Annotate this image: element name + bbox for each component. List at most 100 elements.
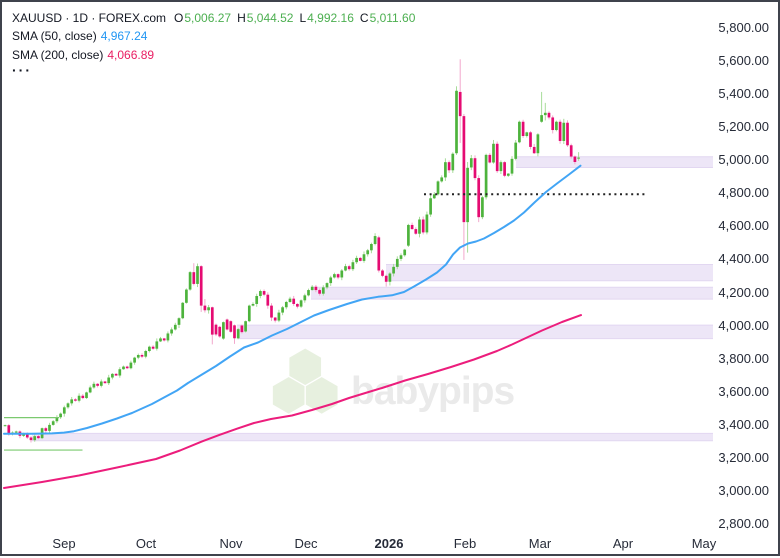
candle-body[interactable] <box>340 270 344 278</box>
candle-body[interactable] <box>477 178 481 218</box>
candle-body[interactable] <box>181 302 185 319</box>
candle-body[interactable] <box>351 262 355 270</box>
candle-body[interactable] <box>344 266 347 271</box>
candle-body[interactable] <box>281 307 284 313</box>
candle-body[interactable] <box>166 333 170 341</box>
candle-body[interactable] <box>384 275 388 282</box>
candle-body[interactable] <box>129 362 133 369</box>
candle-body[interactable] <box>173 324 177 330</box>
candle-body[interactable] <box>358 257 362 261</box>
sma200-line[interactable] <box>3 314 582 489</box>
candle-body[interactable] <box>521 121 525 136</box>
candle-body[interactable] <box>107 377 111 384</box>
candle-wick[interactable] <box>544 102 546 121</box>
candle-body[interactable] <box>407 224 410 246</box>
candle-body[interactable] <box>59 413 62 418</box>
candle-body[interactable] <box>74 399 77 401</box>
candle-body[interactable] <box>484 154 488 198</box>
candle-body[interactable] <box>577 157 580 159</box>
candle-body[interactable] <box>51 421 55 425</box>
candle-body[interactable] <box>488 154 492 163</box>
candle-body[interactable] <box>307 290 310 296</box>
candle-body[interactable] <box>225 319 229 330</box>
candle-body[interactable] <box>543 112 547 116</box>
candle-body[interactable] <box>70 399 74 404</box>
candle-body[interactable] <box>296 303 299 307</box>
candle-body[interactable] <box>540 115 543 122</box>
candle-body[interactable] <box>3 425 7 427</box>
candle-body[interactable] <box>333 274 336 278</box>
candle-body[interactable] <box>299 300 303 307</box>
candle-body[interactable] <box>236 329 240 339</box>
candle-body[interactable] <box>569 145 573 157</box>
candle-body[interactable] <box>551 117 555 131</box>
candle-body[interactable] <box>325 283 329 288</box>
candle-body[interactable] <box>251 303 255 306</box>
candle-body[interactable] <box>170 329 173 334</box>
sma50-line[interactable] <box>3 164 582 435</box>
candle-body[interactable] <box>284 301 288 308</box>
candle-body[interactable] <box>288 298 292 302</box>
candle-body[interactable] <box>573 156 577 163</box>
candle-body[interactable] <box>462 116 466 223</box>
candle-body[interactable] <box>381 270 384 276</box>
candle-body[interactable] <box>196 266 199 284</box>
candle-body[interactable] <box>203 305 207 311</box>
candle-body[interactable] <box>255 296 259 304</box>
candle-body[interactable] <box>266 294 270 306</box>
zone-band[interactable] <box>516 156 713 168</box>
zone-band[interactable] <box>311 287 713 300</box>
candle-body[interactable] <box>133 357 136 363</box>
candle-body[interactable] <box>321 287 325 294</box>
candle-body[interactable] <box>96 383 99 386</box>
candle-body[interactable] <box>188 272 192 290</box>
candle-body[interactable] <box>240 325 244 333</box>
symbol-title[interactable]: XAUUSD · 1D · FOREX.com <box>12 10 167 25</box>
candle-body[interactable] <box>66 403 70 408</box>
zone-band[interactable] <box>386 264 713 281</box>
candle-body[interactable] <box>403 249 407 256</box>
candle-body[interactable] <box>532 146 536 154</box>
candle-body[interactable] <box>373 236 377 245</box>
candle-body[interactable] <box>440 177 444 182</box>
candle-body[interactable] <box>85 392 88 399</box>
candle-body[interactable] <box>447 162 451 171</box>
candle-body[interactable] <box>314 286 318 291</box>
candle-body[interactable] <box>499 162 503 172</box>
candle-body[interactable] <box>525 132 529 136</box>
candle-body[interactable] <box>44 428 48 431</box>
candle-body[interactable] <box>103 381 107 384</box>
candle-body[interactable] <box>336 274 340 278</box>
candle-body[interactable] <box>558 121 562 141</box>
zone-band[interactable] <box>32 433 713 441</box>
candle-body[interactable] <box>37 436 40 439</box>
candle-body[interactable] <box>421 219 425 233</box>
sma50-row[interactable]: SMA (50, close) 4,967.24 <box>12 27 415 46</box>
candle-body[interactable] <box>233 325 236 339</box>
candle-body[interactable] <box>303 295 307 301</box>
candle-body[interactable] <box>562 122 566 141</box>
candle-body[interactable] <box>55 417 59 422</box>
candle-body[interactable] <box>555 121 558 131</box>
more-indicators-button[interactable]: ··· <box>12 62 32 78</box>
candle-body[interactable] <box>292 298 296 304</box>
candle-body[interactable] <box>370 244 373 251</box>
candle-body[interactable] <box>492 143 495 163</box>
candle-body[interactable] <box>329 277 333 284</box>
candle-body[interactable] <box>48 424 51 431</box>
candle-body[interactable] <box>392 266 395 274</box>
candle-body[interactable] <box>62 407 66 414</box>
candle-body[interactable] <box>377 237 381 271</box>
candle-body[interactable] <box>425 214 429 233</box>
candle-body[interactable] <box>418 219 421 234</box>
candle-body[interactable] <box>29 437 33 441</box>
candle-body[interactable] <box>214 324 218 335</box>
candle-body[interactable] <box>536 134 540 154</box>
candle-body[interactable] <box>399 255 403 259</box>
candle-body[interactable] <box>469 158 473 168</box>
candle-wick[interactable] <box>578 152 580 161</box>
candle-body[interactable] <box>259 291 262 297</box>
candle-body[interactable] <box>277 312 281 321</box>
candle-body[interactable] <box>444 162 447 178</box>
sma200-row[interactable]: SMA (200, close) 4,066.89 <box>12 46 415 65</box>
